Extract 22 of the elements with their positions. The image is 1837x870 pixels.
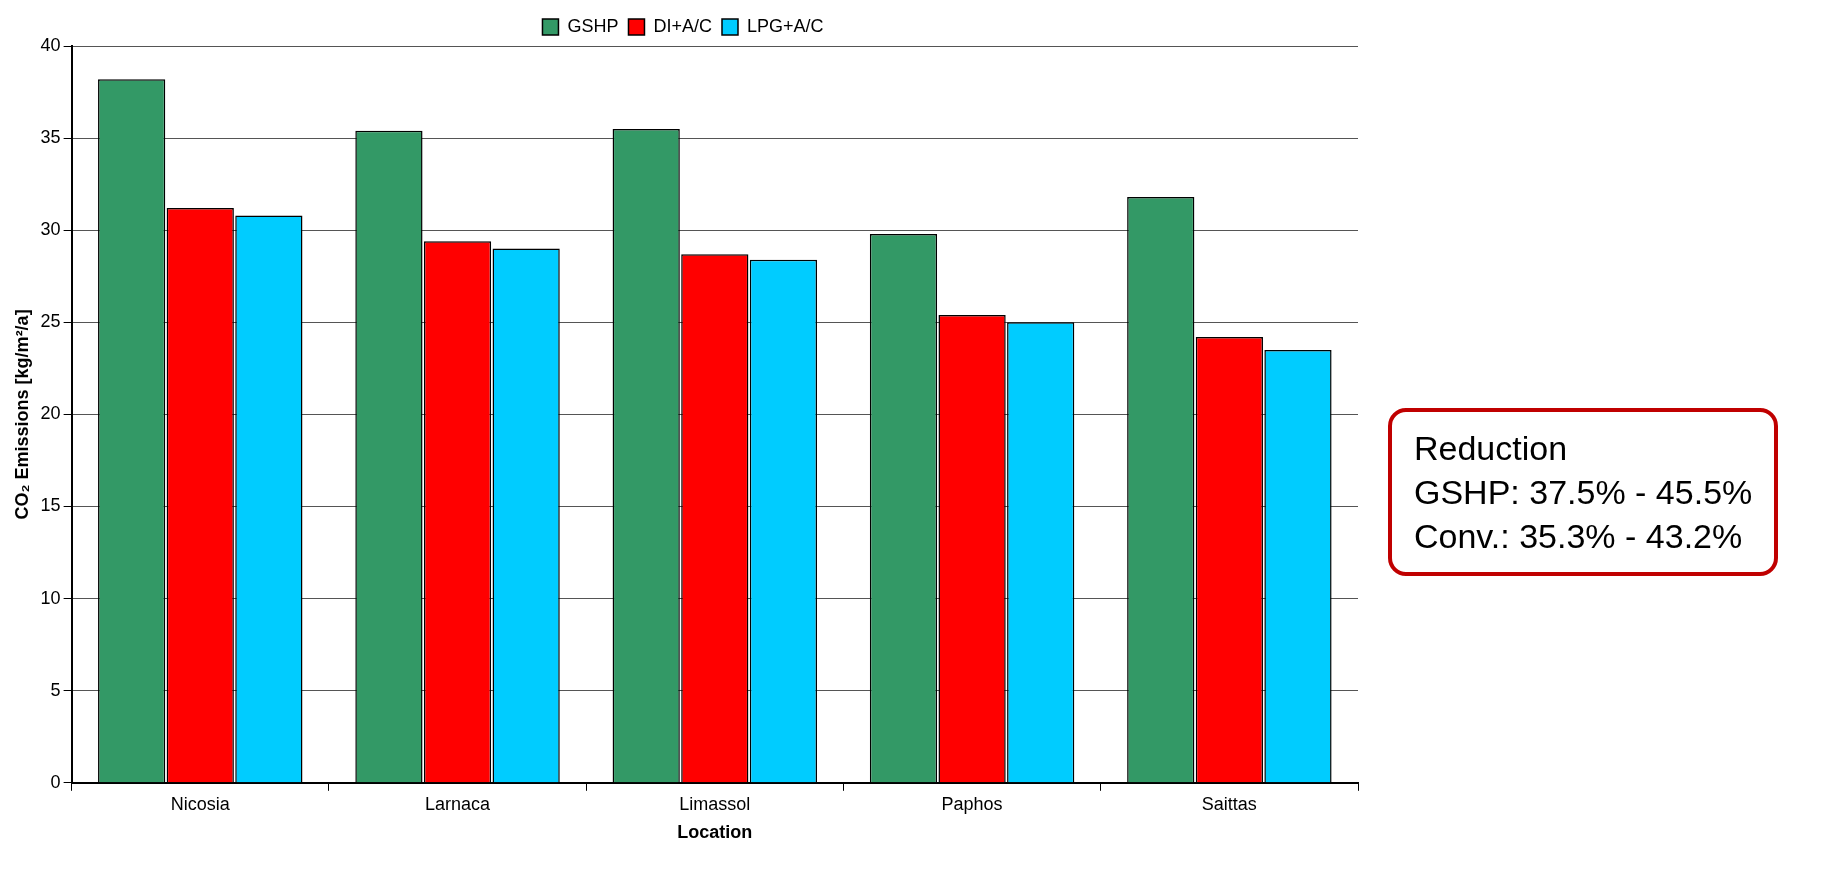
y-tick-label: 5 <box>50 679 61 700</box>
x-tick-label: Saittas <box>1201 793 1257 814</box>
legend-label: DI+A/C <box>653 15 713 36</box>
legend-label: GSHP <box>567 15 619 36</box>
x-axis-title: Location <box>677 822 753 843</box>
x-tick-label: Limassol <box>679 793 751 814</box>
y-axis-title: CO₂ Emissions [kg/m²/a] <box>11 309 32 520</box>
x-tick-label: Paphos <box>941 793 1003 814</box>
y-tick-label: 15 <box>40 495 61 516</box>
y-tick-label: 10 <box>40 587 61 608</box>
x-tick-label: Nicosia <box>170 793 231 814</box>
y-tick-label: 20 <box>40 403 61 424</box>
x-tick-label: Larnaca <box>425 793 492 814</box>
y-tick-label: 40 <box>40 34 61 55</box>
y-tick-label: 35 <box>40 127 61 148</box>
legend-label: LPG+A/C <box>747 15 824 36</box>
y-tick-label: 30 <box>40 219 61 240</box>
text: Conv.: 35.3% - 43.2% <box>1414 516 1744 557</box>
y-tick-label: 25 <box>40 311 61 332</box>
y-tick-label: 0 <box>50 771 61 792</box>
text: Reduction <box>1414 428 1569 469</box>
text: GSHP: 37.5% - 45.5% <box>1414 472 1753 513</box>
